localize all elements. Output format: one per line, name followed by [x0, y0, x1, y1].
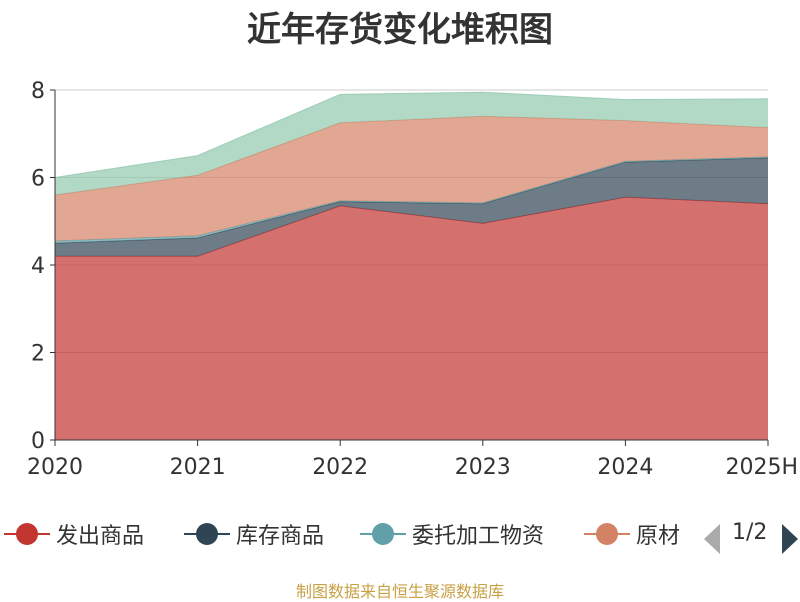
x-tick-label: 2022 [312, 455, 368, 480]
y-tick-label: 6 [31, 167, 45, 192]
x-tick-label: 2021 [170, 455, 226, 480]
legend-prev-page-icon[interactable] [704, 524, 720, 554]
x-tick-label: 2023 [455, 455, 511, 480]
area-line-4 [54, 91, 769, 178]
legend-pager: 1/2 [700, 518, 800, 554]
legend-marker-raw-materials [580, 514, 630, 554]
legend-marker-consigned-processing [356, 514, 406, 554]
chart-title: 近年存货变化堆积图 [247, 10, 553, 50]
legend-item-consigned-processing[interactable]: 委托加工物资 [356, 514, 544, 554]
area-series-1 [55, 157, 768, 257]
y-tick-label: 0 [31, 429, 45, 454]
y-tick-label: 8 [31, 79, 45, 104]
legend: 发出商品 库存商品 委托加工物资 原材 1/2 [0, 514, 800, 554]
area-series-4 [55, 92, 768, 195]
legend-items: 发出商品 库存商品 委托加工物资 原材 [0, 514, 684, 554]
legend-item-goods-shipped[interactable]: 发出商品 [0, 514, 144, 554]
legend-label: 库存商品 [236, 524, 325, 549]
legend-next-page-icon[interactable] [782, 524, 798, 554]
legend-item-raw-materials[interactable]: 原材 [580, 514, 680, 554]
x-tick-label: 2025H [725, 455, 798, 480]
x-tick-label: 2024 [597, 455, 653, 480]
area-series-3 [55, 116, 768, 241]
legend-label: 原材 [636, 524, 681, 549]
legend-label: 委托加工物资 [412, 524, 545, 549]
legend-item-inventory-goods[interactable]: 库存商品 [180, 514, 324, 554]
y-tick-label: 4 [31, 254, 45, 279]
source-note: 制图数据来自恒生聚源数据库 [295, 582, 504, 601]
x-tick-label: 2020 [27, 455, 83, 480]
area-series-0 [55, 197, 768, 440]
legend-marker-inventory-goods [180, 514, 230, 554]
legend-page-indicator: 1/2 [732, 520, 768, 545]
y-tick-label: 2 [31, 342, 45, 367]
legend-marker-goods-shipped [0, 514, 50, 554]
legend-label: 发出商品 [56, 524, 145, 549]
